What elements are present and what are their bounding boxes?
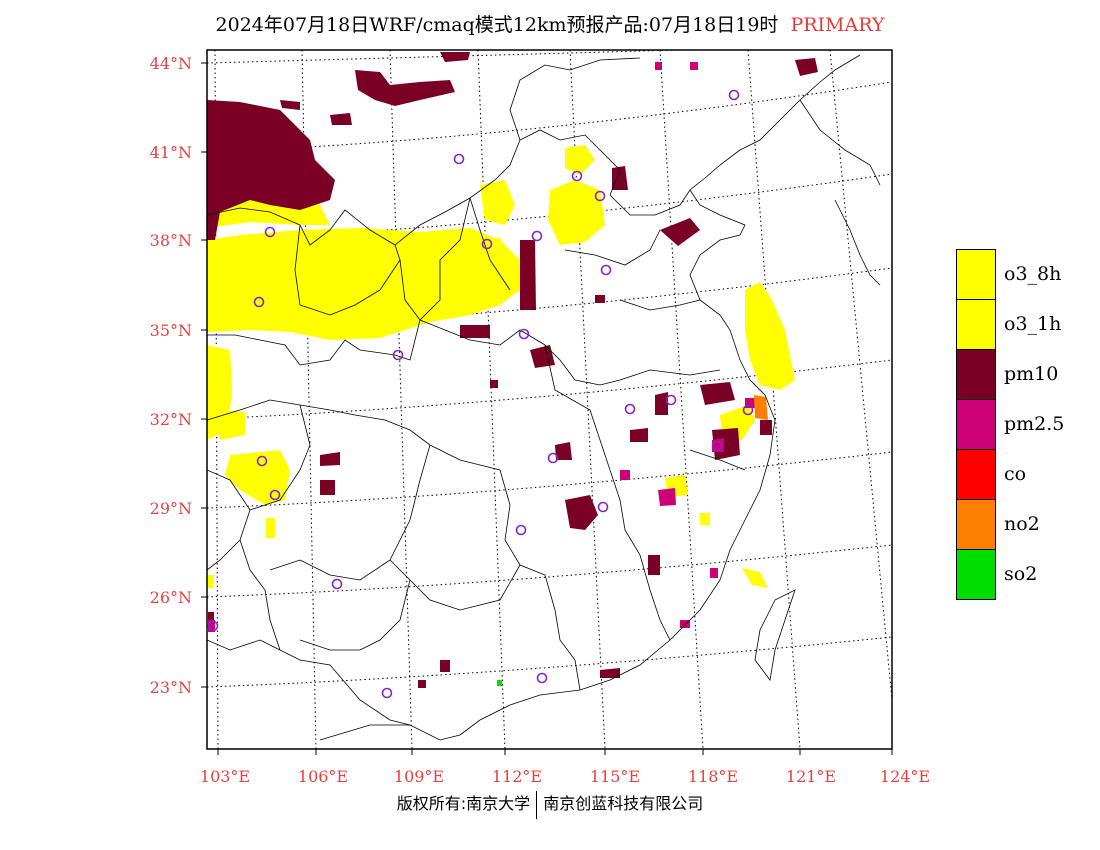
no2-regions bbox=[754, 395, 768, 420]
lat-label: 35°N bbox=[150, 321, 192, 340]
legend-swatch bbox=[956, 399, 996, 449]
legend-item: o3_1h bbox=[956, 299, 1064, 349]
map-title: 2024年07月18日WRF/cmaq模式12km预报产品:07月18日19时 P… bbox=[0, 10, 1100, 37]
legend-label: pm10 bbox=[1004, 363, 1059, 385]
copyright-right: 南京创蓝科技有限公司 bbox=[543, 794, 704, 813]
legend-item: co bbox=[956, 449, 1064, 499]
pm10-regions bbox=[207, 52, 818, 688]
ozone-regions bbox=[207, 145, 795, 588]
legend-swatch bbox=[956, 548, 996, 600]
legend-swatch bbox=[956, 499, 996, 549]
lon-label: 106°E bbox=[298, 767, 348, 786]
copyright-left: 版权所有:南京大学 bbox=[396, 794, 531, 813]
station-markers bbox=[207, 89, 754, 699]
legend-swatch bbox=[956, 249, 996, 299]
longitude-labels: 103°E 106°E 109°E 112°E 115°E 118°E 121°… bbox=[200, 767, 930, 786]
so2-regions bbox=[497, 680, 502, 686]
lat-label: 23°N bbox=[150, 678, 192, 697]
lat-label: 32°N bbox=[150, 410, 192, 429]
lat-label: 26°N bbox=[150, 588, 192, 607]
legend-item: pm2.5 bbox=[956, 399, 1064, 449]
lon-label: 103°E bbox=[200, 767, 250, 786]
legend-item: no2 bbox=[956, 499, 1064, 549]
latitude-labels: 44°N 41°N 38°N 35°N 32°N 29°N 26°N 23°N bbox=[150, 54, 192, 697]
legend-item: so2 bbox=[956, 548, 1064, 600]
legend-label: o3_1h bbox=[1004, 313, 1062, 335]
province-boundaries bbox=[207, 54, 881, 741]
map-frame bbox=[206, 49, 893, 750]
lon-label: 121°E bbox=[786, 767, 836, 786]
pollutant-legend: o3_8h o3_1h pm10 pm2.5 co no2 so2 bbox=[956, 249, 1064, 600]
map-area bbox=[207, 50, 892, 749]
legend-label: pm2.5 bbox=[1004, 413, 1065, 435]
title-tag: PRIMARY bbox=[790, 14, 885, 36]
legend-swatch bbox=[956, 299, 996, 349]
legend-swatch bbox=[956, 449, 996, 499]
legend-label: co bbox=[1004, 463, 1027, 485]
footer-divider bbox=[536, 790, 538, 819]
lon-label: 109°E bbox=[394, 767, 444, 786]
legend-item: pm10 bbox=[956, 349, 1064, 399]
lon-label: 115°E bbox=[590, 767, 640, 786]
legend-label: no2 bbox=[1004, 513, 1040, 535]
lon-label: 124°E bbox=[880, 767, 930, 786]
legend-label: so2 bbox=[1004, 563, 1038, 585]
lat-label: 29°N bbox=[150, 499, 192, 518]
legend-item: o3_8h bbox=[956, 249, 1064, 299]
axis-ticks bbox=[201, 62, 893, 755]
lon-label: 118°E bbox=[688, 767, 738, 786]
lat-label: 44°N bbox=[150, 54, 192, 73]
title-main: 2024年07月18日WRF/cmaq模式12km预报产品:07月18日19时 bbox=[215, 14, 779, 36]
lat-label: 41°N bbox=[150, 143, 192, 162]
lat-label: 38°N bbox=[150, 231, 192, 250]
pm25-regions bbox=[208, 62, 755, 632]
copyright-footer: 版权所有:南京大学 南京创蓝科技有限公司 bbox=[0, 790, 1100, 819]
lon-label: 112°E bbox=[492, 767, 542, 786]
legend-swatch bbox=[956, 349, 996, 399]
legend-label: o3_8h bbox=[1004, 263, 1062, 285]
